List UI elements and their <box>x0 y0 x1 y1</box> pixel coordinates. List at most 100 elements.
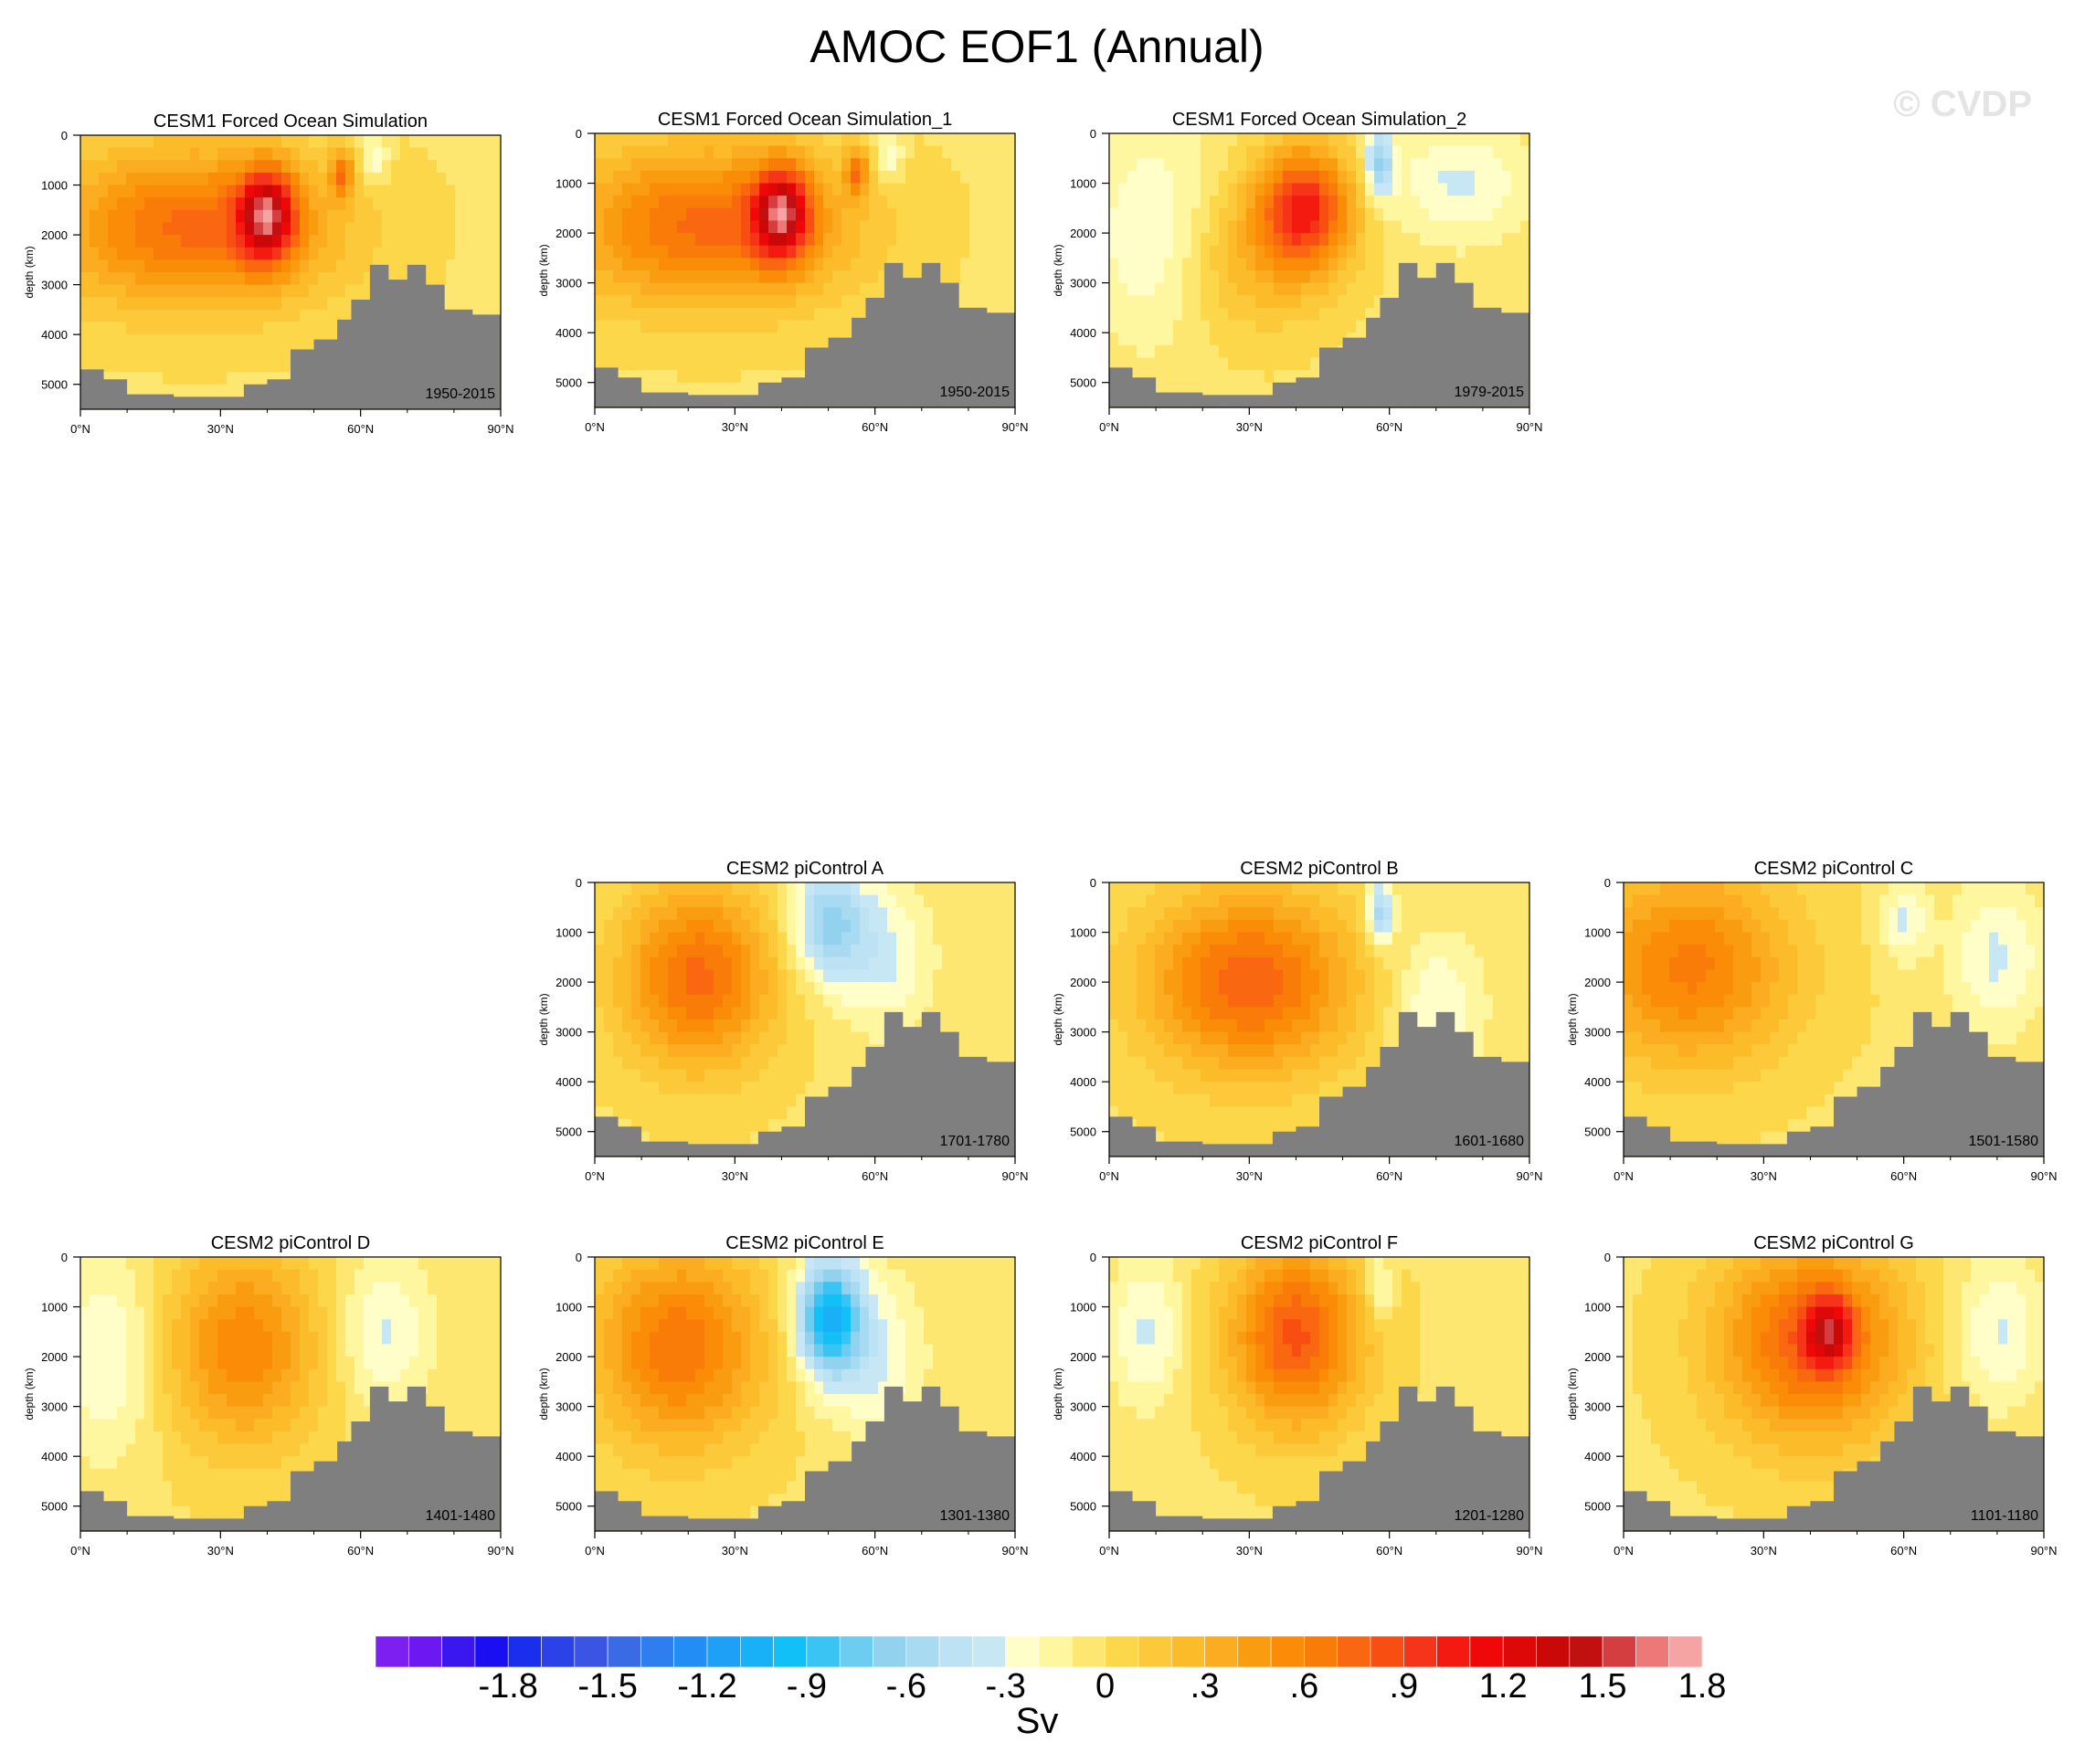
field-cell <box>1255 956 1265 971</box>
field-cell <box>1383 919 1393 934</box>
field-cell <box>796 370 806 384</box>
field-cell <box>199 160 209 174</box>
field-cell <box>1383 195 1393 209</box>
field-cell <box>778 220 788 234</box>
field-cell <box>309 135 319 149</box>
field-cell <box>1347 882 1357 896</box>
field-cell <box>1301 183 1311 196</box>
field-cell <box>1429 1019 1439 1033</box>
field-cell <box>364 147 374 161</box>
field-cell <box>400 185 410 198</box>
field-cell <box>650 894 660 908</box>
field-cell <box>1274 170 1284 185</box>
field-cell <box>1127 994 1138 1008</box>
field-cell <box>851 258 861 271</box>
field-cell <box>135 359 145 373</box>
field-cell <box>668 1056 678 1071</box>
field-cell <box>254 147 264 161</box>
field-cell <box>263 172 273 186</box>
field-cell <box>650 969 660 983</box>
field-cell <box>1328 894 1339 908</box>
field-cell <box>960 932 970 945</box>
field-cell <box>723 207 733 222</box>
field-cell <box>1146 1093 1156 1108</box>
field-cell <box>1475 207 1485 222</box>
field-cell <box>805 1044 815 1058</box>
field-cell <box>988 158 998 172</box>
field-cell <box>1283 1019 1293 1033</box>
field-cell <box>409 147 419 161</box>
field-cell <box>1374 195 1384 209</box>
field-cell <box>805 183 815 196</box>
field-cell <box>841 945 852 958</box>
field-cell <box>1201 183 1211 196</box>
field-cell <box>336 160 346 174</box>
field-cell <box>199 135 209 149</box>
field-cell <box>1255 1056 1265 1071</box>
field-cell <box>604 1044 614 1058</box>
field-cell <box>650 245 660 259</box>
field-cell <box>1182 282 1192 296</box>
field-cell <box>437 247 447 260</box>
field-cell <box>1484 282 1494 296</box>
field-cell <box>640 1106 651 1120</box>
field-cell <box>869 220 879 234</box>
field-cell <box>1127 233 1138 247</box>
field-cell <box>437 135 447 149</box>
field-cell <box>659 245 669 259</box>
field-cell <box>841 969 852 983</box>
field-cell <box>464 247 474 260</box>
field-cell <box>1265 882 1275 896</box>
main-title: AMOC EOF1 (Annual) <box>809 21 1265 72</box>
field-cell <box>1164 333 1174 346</box>
field-cell <box>1118 1069 1128 1083</box>
field-cell <box>704 969 714 983</box>
field-cell <box>869 270 879 284</box>
field-cell <box>391 135 401 149</box>
field-cell <box>373 172 383 186</box>
field-cell <box>741 370 751 384</box>
field-cell <box>1201 1106 1211 1120</box>
field-cell <box>117 272 127 286</box>
field-cell <box>1109 994 1119 1008</box>
field-cell <box>622 357 632 371</box>
field-cell <box>99 209 109 224</box>
field-cell <box>144 197 154 211</box>
field-cell <box>428 197 438 211</box>
field-cell <box>759 945 769 958</box>
field-cell <box>1246 270 1256 284</box>
field-cell <box>1475 145 1485 159</box>
field-cell <box>650 982 660 996</box>
field-cell <box>90 309 100 323</box>
field-cell <box>126 247 136 260</box>
field-cell <box>595 307 605 322</box>
field-cell <box>336 135 346 149</box>
field-cell <box>1429 270 1439 284</box>
field-cell <box>659 370 669 384</box>
field-cell <box>714 919 724 934</box>
field-cell <box>208 160 218 174</box>
field-cell <box>668 894 678 908</box>
field-cell <box>1228 982 1238 996</box>
field-cell <box>1118 233 1128 247</box>
field-cell <box>595 945 605 958</box>
field-cell <box>832 882 842 896</box>
field-cell <box>1191 882 1201 896</box>
field-cell <box>1365 220 1375 234</box>
field-cell <box>1219 1106 1229 1120</box>
field-cell <box>400 209 410 224</box>
field-cell <box>723 307 733 322</box>
field-cell <box>695 1082 705 1095</box>
field-cell <box>1438 170 1448 185</box>
field-cell <box>428 222 438 236</box>
field-cell <box>1292 245 1302 259</box>
field-cell <box>714 195 724 209</box>
field-cell <box>723 195 733 209</box>
field-cell <box>80 322 90 335</box>
field-cell <box>650 158 660 172</box>
field-cell <box>1292 270 1302 284</box>
field-cell <box>1511 258 1521 271</box>
field-cell <box>117 359 127 373</box>
field-cell <box>659 158 669 172</box>
field-cell <box>245 235 255 248</box>
